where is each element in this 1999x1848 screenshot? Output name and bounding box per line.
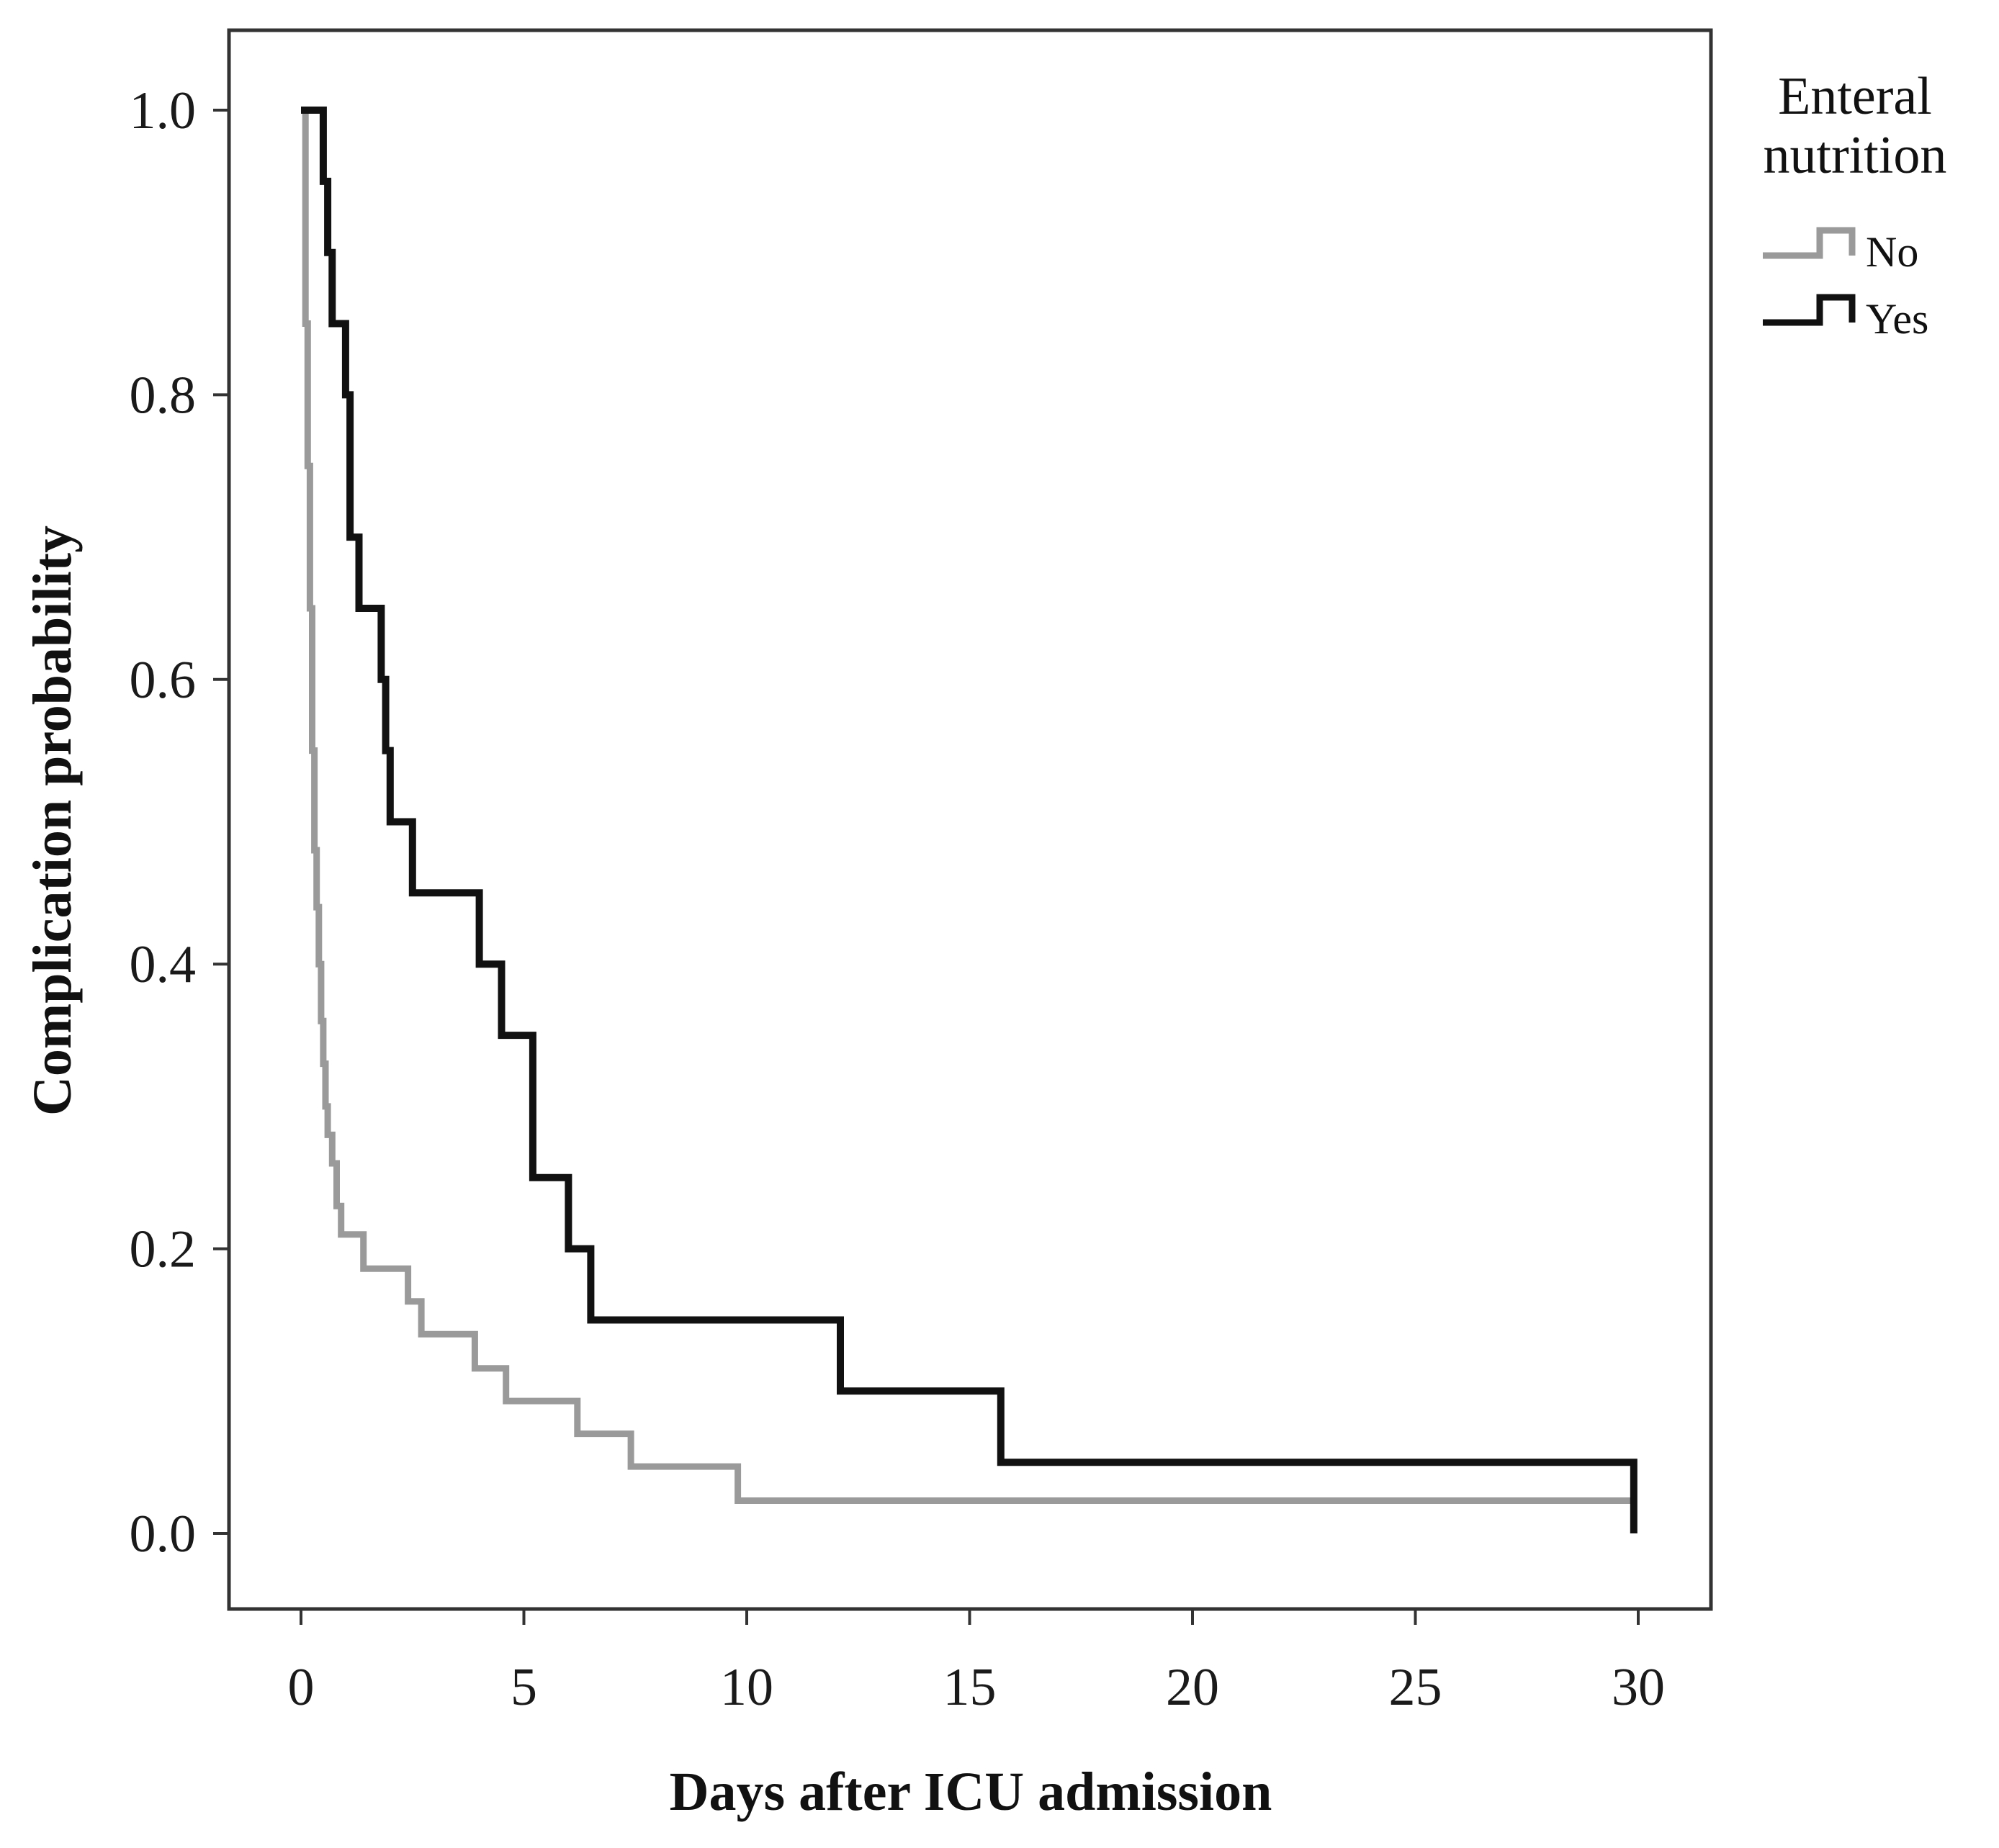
legend-label-no: No <box>1866 228 1918 276</box>
series-line-yes <box>301 107 1638 1533</box>
legend-title-line-1: Enteral <box>1778 67 1932 126</box>
x-tick-label: 20 <box>1166 1658 1219 1717</box>
legend-swatch-yes <box>1763 294 1856 326</box>
legend-swatch-no <box>1763 227 1856 259</box>
series-line-no <box>301 107 1638 1533</box>
x-tick-label: 25 <box>1389 1658 1442 1717</box>
x-tick-label: 5 <box>511 1658 537 1717</box>
x-tick-label: 30 <box>1612 1658 1665 1717</box>
legend-title-line-2: nutrition <box>1764 126 1947 185</box>
series-layer <box>301 107 1638 1533</box>
y-tick-label: 0.2 <box>130 1220 197 1279</box>
y-tick-label: 0.0 <box>130 1505 197 1564</box>
y-tick-label: 0.4 <box>130 935 197 994</box>
x-axis-ticks: 0 5 10 15 20 25 30 <box>288 1609 1665 1717</box>
legend-entry-yes: Yes <box>1763 294 1928 343</box>
y-tick-label: 1.0 <box>130 81 197 140</box>
y-axis-ticks: 0.0 0.2 0.4 0.6 0.8 1.0 <box>130 81 229 1564</box>
legend-label-yes: Yes <box>1866 295 1928 343</box>
x-tick-label: 15 <box>943 1658 997 1717</box>
plot-frame <box>227 28 1713 1611</box>
y-tick-label: 0.8 <box>130 366 197 425</box>
y-tick-label: 0.6 <box>130 651 197 710</box>
x-tick-label: 10 <box>720 1658 773 1717</box>
legend-entry-no: No <box>1763 227 1918 276</box>
x-axis-title: Days after ICU admission <box>670 1762 1272 1822</box>
x-tick-label: 0 <box>288 1658 315 1717</box>
legend: Enteral nutrition No Yes <box>1763 67 1946 343</box>
y-axis-title: Complication probability <box>22 526 83 1116</box>
